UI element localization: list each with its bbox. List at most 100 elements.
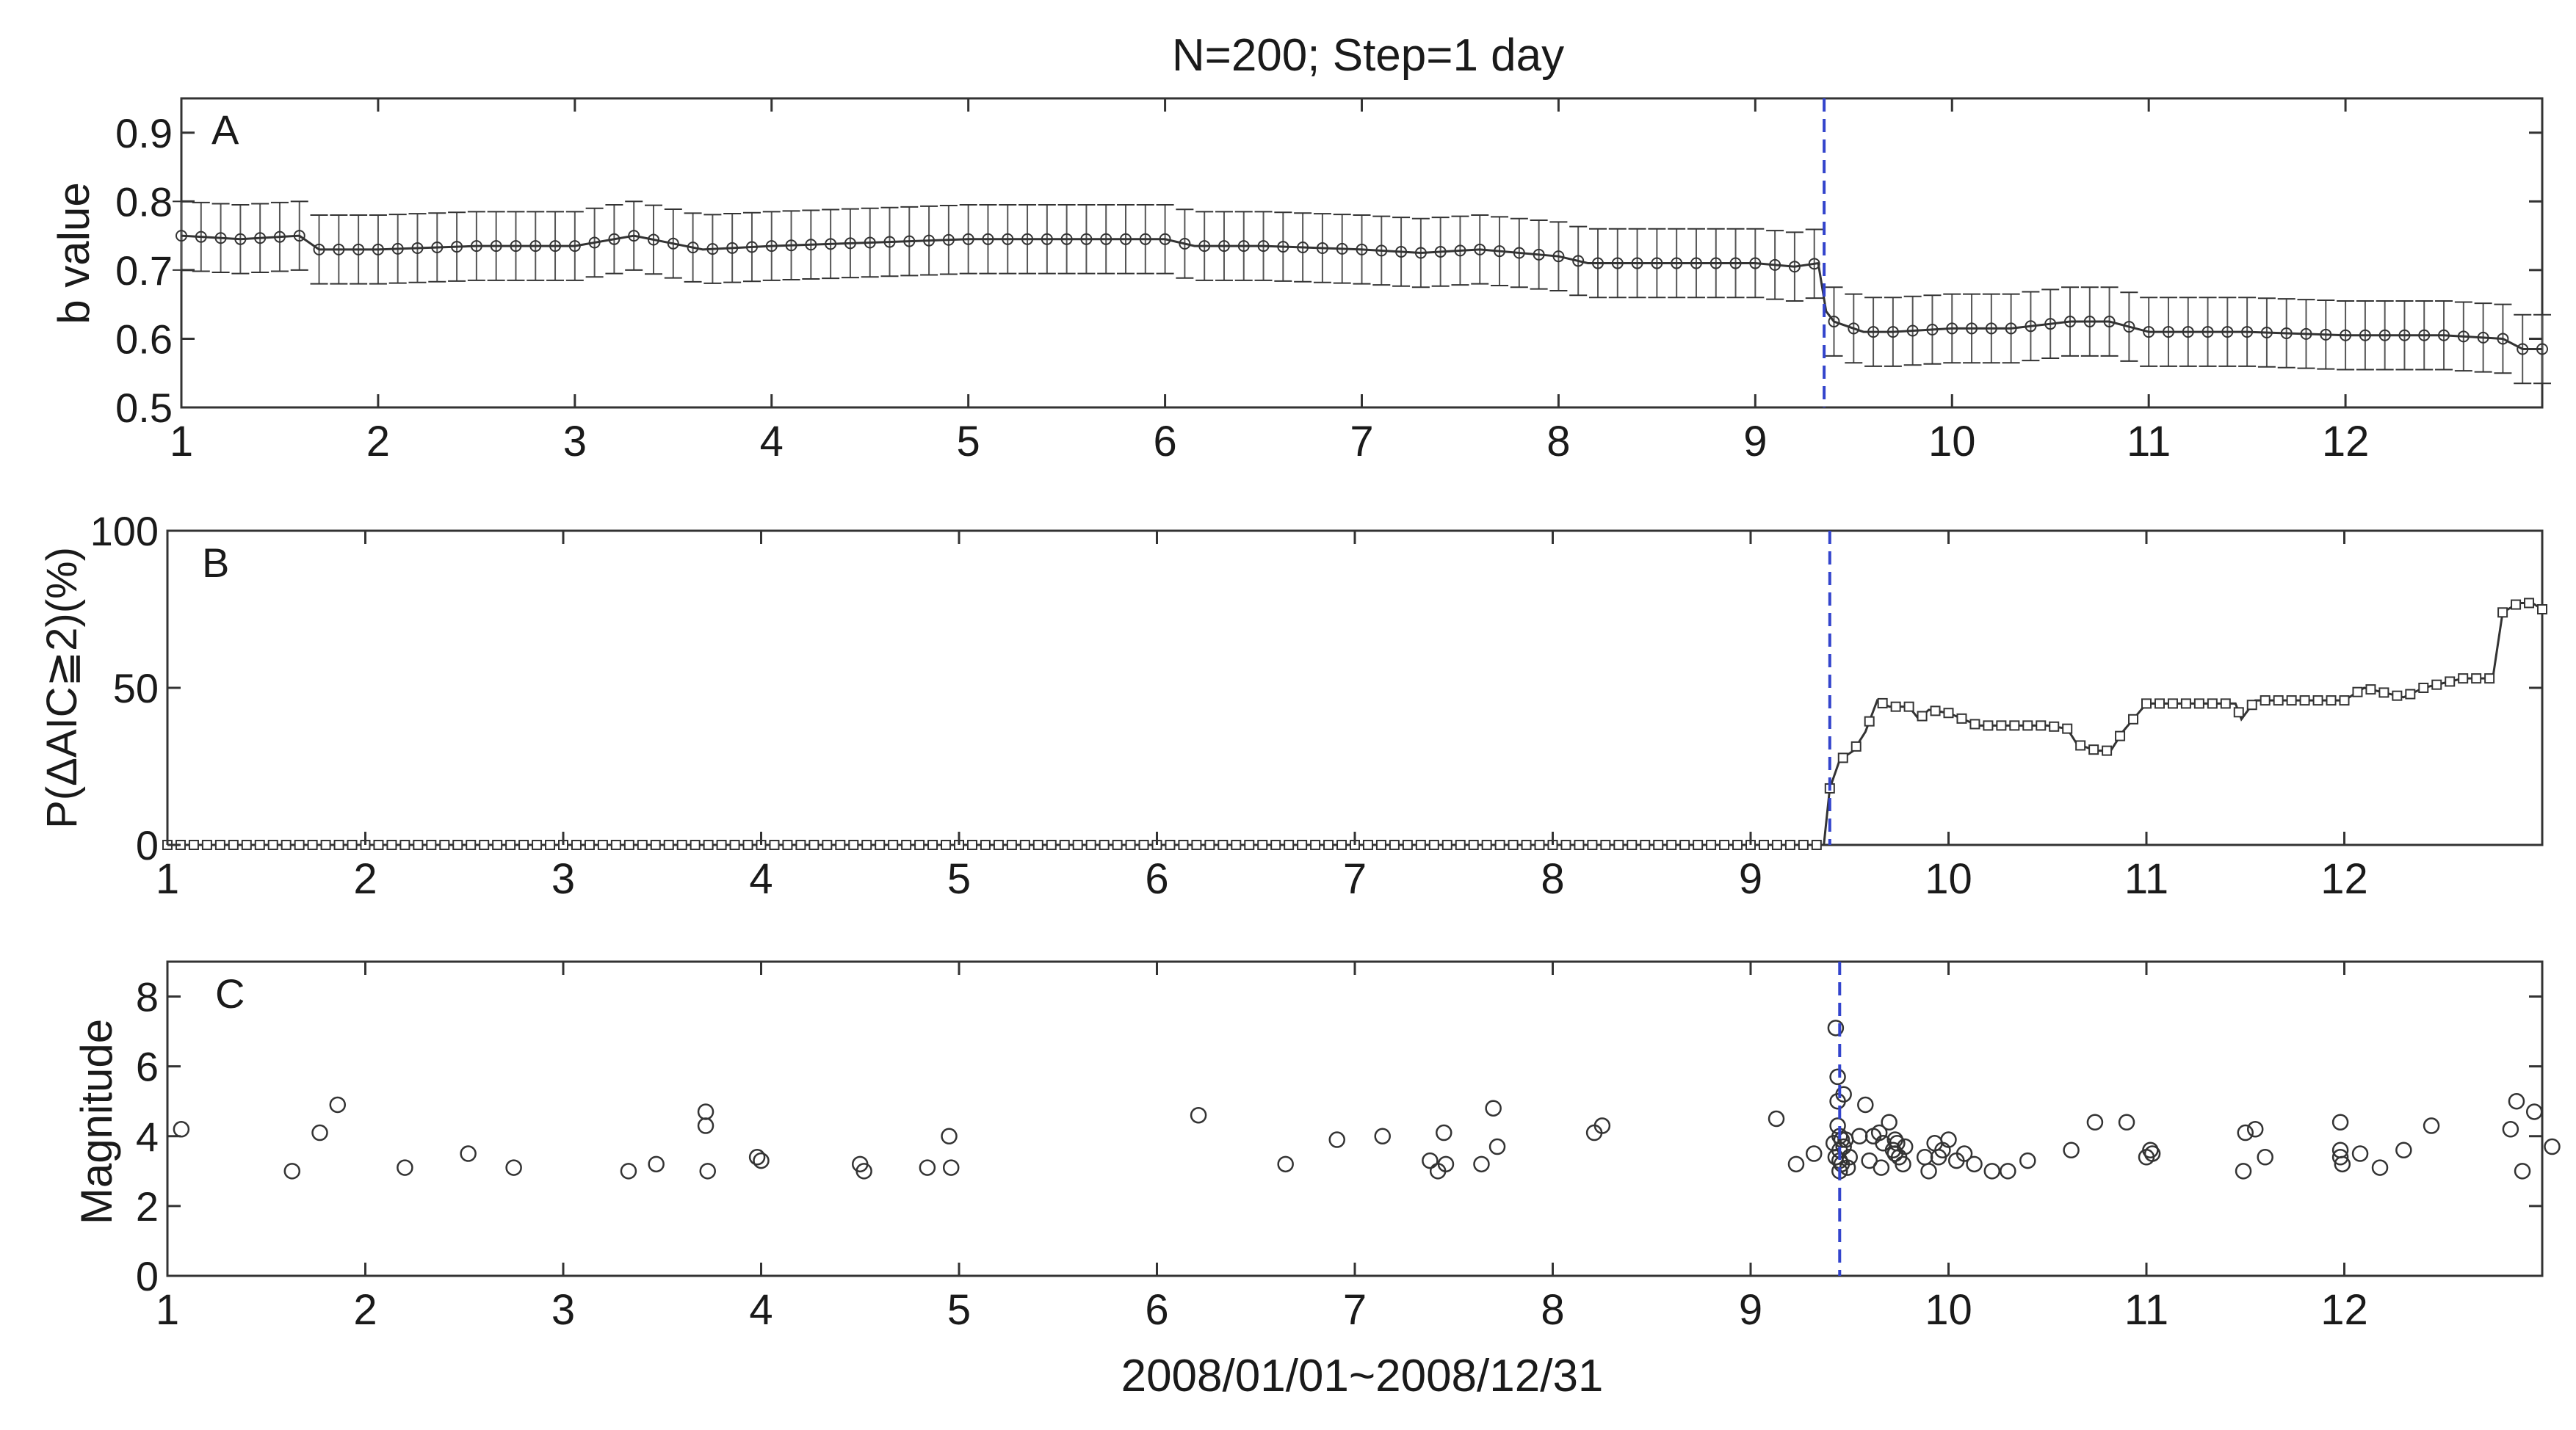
b-value-point — [1946, 322, 1958, 335]
b-value-point — [1198, 240, 1211, 253]
probability-point — [1218, 840, 1229, 850]
probability-point — [532, 840, 543, 850]
probability-point — [2115, 730, 2126, 741]
b-value-point — [1513, 247, 1525, 259]
b-value-point — [1985, 322, 1997, 335]
earthquake-point — [919, 1159, 936, 1176]
b-value-point — [825, 238, 837, 250]
probability-point — [875, 840, 886, 850]
x-tick-label: 2 — [353, 855, 377, 903]
probability-point — [1706, 840, 1717, 850]
b-value-point — [529, 240, 542, 253]
probability-point — [1653, 840, 1664, 850]
y-tick-label: 2 — [136, 1183, 159, 1230]
probability-point — [1508, 840, 1519, 850]
probability-point — [1138, 840, 1149, 850]
probability-point — [1046, 840, 1057, 850]
earthquake-point — [1916, 1149, 1933, 1166]
x-tick-label: 7 — [1343, 1286, 1367, 1334]
probability-point — [914, 840, 925, 850]
probability-point — [1930, 705, 1941, 716]
probability-point — [1231, 840, 1242, 850]
earthquake-point — [2063, 1142, 2080, 1159]
y-tick-label: 0.6 — [115, 316, 173, 362]
probability-point — [267, 840, 278, 850]
x-tick-label: 5 — [947, 855, 971, 903]
probability-point — [2220, 698, 2231, 709]
probability-point — [2431, 679, 2442, 690]
panel-b-markers — [162, 598, 2547, 850]
b-value-point — [1080, 233, 1093, 245]
x-tick-label: 9 — [1739, 855, 1762, 903]
b-value-point — [1237, 240, 1250, 253]
probability-point — [228, 840, 239, 850]
probability-point — [980, 840, 991, 850]
x-tick-label: 11 — [2124, 855, 2168, 903]
probability-point — [399, 840, 410, 850]
b-value-point — [1769, 258, 1781, 271]
b-value-point — [2064, 316, 2076, 328]
probability-point — [1758, 840, 1769, 850]
b-value-point — [1179, 238, 1191, 250]
probability-point — [1441, 840, 1452, 850]
earthquake-point — [505, 1159, 522, 1176]
x-tick-label: 10 — [1925, 855, 1972, 903]
probability-point — [2326, 695, 2337, 706]
b-value-point — [942, 233, 955, 246]
probability-point — [1983, 720, 1994, 731]
probability-point — [1415, 840, 1426, 850]
probability-point — [2233, 707, 2244, 718]
panel-a-label: A — [211, 106, 239, 153]
b-value-point — [1494, 245, 1506, 258]
earthquake-point — [329, 1096, 347, 1114]
b-value-point — [2438, 329, 2450, 341]
b-value-point — [1375, 244, 1388, 257]
probability-point — [1943, 708, 1954, 719]
earthquake-point — [1873, 1159, 1890, 1176]
probability-point — [808, 840, 820, 850]
probability-point — [479, 840, 490, 850]
probability-point — [637, 840, 648, 850]
probability-point — [1890, 701, 1901, 712]
b-value-point — [687, 242, 699, 254]
earthquake-point — [1870, 1124, 1888, 1142]
b-value-point — [923, 234, 936, 247]
x-tick-label: 10 — [1925, 1286, 1972, 1334]
b-value-point — [864, 236, 876, 249]
b-value-point — [2477, 331, 2489, 344]
probability-point — [333, 840, 344, 850]
earthquake-point — [2395, 1142, 2412, 1159]
b-value-point — [391, 242, 404, 255]
b-value-point — [2359, 329, 2371, 341]
y-tick-label: 0 — [136, 822, 159, 868]
b-value-point — [745, 241, 758, 253]
probability-point — [1310, 840, 1321, 850]
x-tick-label: 1 — [156, 855, 179, 903]
probability-point — [1389, 840, 1400, 850]
probability-point — [2392, 690, 2403, 701]
probability-point — [1191, 840, 1202, 850]
x-tick-label: 6 — [1145, 1286, 1168, 1334]
earthquake-point — [1881, 1114, 1897, 1131]
earthquake-point — [1955, 1145, 1973, 1162]
probability-point — [1600, 840, 1611, 850]
probability-point — [452, 840, 463, 850]
probability-point — [1284, 840, 1295, 850]
earthquake-point — [1805, 1145, 1823, 1162]
b-value-point — [2143, 326, 2155, 338]
probability-point — [281, 840, 292, 850]
b-value-point — [2221, 326, 2234, 338]
probability-point — [2180, 698, 2191, 709]
x-tick-label: 7 — [1343, 855, 1367, 903]
earthquake-point — [941, 1128, 958, 1145]
probability-point — [2405, 689, 2416, 700]
earthquake-point — [1983, 1163, 2001, 1180]
b-value-point — [1474, 243, 1486, 255]
probability-point — [492, 840, 503, 850]
y-tick-label: 8 — [136, 974, 159, 1020]
probability-point — [2088, 744, 2099, 755]
b-value-point — [1120, 233, 1132, 245]
earthquake-point — [1436, 1124, 1452, 1142]
probability-point — [1402, 840, 1413, 850]
